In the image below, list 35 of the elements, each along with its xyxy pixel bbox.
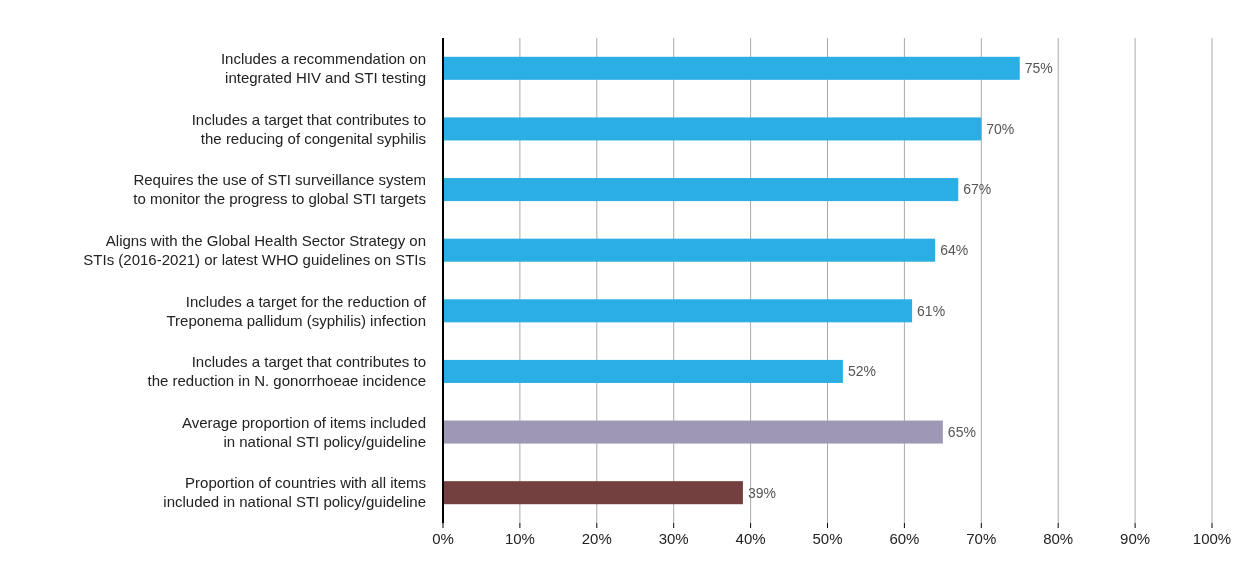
data-label: 75% <box>1024 60 1053 77</box>
x-tick-label: 20% <box>581 530 612 547</box>
y-tick-label: Includes a recommendation on integrated HIV and STI testing <box>220 50 426 87</box>
y-tick-label: Proportion of countries with all items included in national STI policy/guideline <box>163 474 426 511</box>
data-label: 39% <box>747 484 776 501</box>
x-tick-label: 60% <box>889 530 920 547</box>
y-tick-label: Includes a target that contributes to the reducing of congenital syphilis <box>191 110 426 147</box>
x-tick-label: 90% <box>1120 530 1151 547</box>
x-tick-label: 30% <box>658 530 689 547</box>
data-label: 64% <box>940 242 969 259</box>
bar <box>443 56 1020 80</box>
x-tick-label: 70% <box>966 530 997 547</box>
data-label: 70% <box>986 120 1015 137</box>
y-tick-label: Includes a target for the reduction of Treponema pallidum (syphilis) infection <box>166 292 427 329</box>
y-tick-label: Average proportion of items included in national STI policy/guideline <box>181 413 426 450</box>
data-label: 65% <box>947 423 976 440</box>
x-tick-label: 80% <box>1043 530 1074 547</box>
y-tick-label: Aligns with the Global Health Sector Strategy on STIs (2016-2021) or latest WHO guidelines on STIs <box>83 231 426 268</box>
x-tick-label: 50% <box>812 530 843 547</box>
x-tick-label: 10% <box>504 530 535 547</box>
bar <box>443 359 843 383</box>
bar <box>443 117 982 141</box>
bar <box>443 238 936 262</box>
x-tick-label: 40% <box>735 530 766 547</box>
x-tick-label: 100% <box>1192 530 1232 547</box>
data-label: 52% <box>847 363 876 380</box>
bar <box>443 178 959 202</box>
bar <box>443 481 743 505</box>
bar <box>443 299 913 323</box>
x-tick-label: 0% <box>432 530 454 547</box>
y-tick-label: Requires the use of STI surveillance system to monitor the progress to global STI targets <box>133 171 426 208</box>
data-label: 67% <box>963 181 992 198</box>
y-tick-label: Includes a target that contributes to the reduction in N. gonorrhoeae incidence <box>147 353 426 390</box>
bar <box>443 420 943 444</box>
data-label: 61% <box>917 302 946 319</box>
